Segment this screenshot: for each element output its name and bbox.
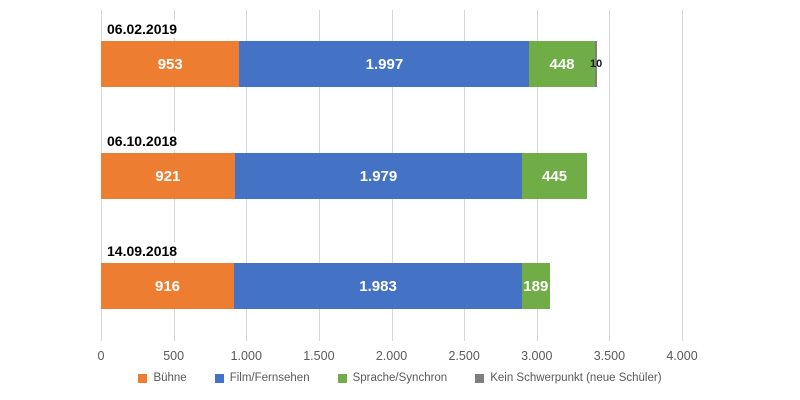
legend-item: Kein Schwerpunkt (neue Schüler) <box>475 372 662 384</box>
legend-item: Bühne <box>138 372 187 384</box>
legend-label: Film/Fernsehen <box>229 372 310 384</box>
bar-segment-bühne: 916 <box>101 263 235 309</box>
legend-marker-icon <box>138 373 148 383</box>
x-axis-tick-label: 2.000 <box>375 349 408 363</box>
bar-segment-bühne: 921 <box>101 153 235 199</box>
x-axis-tick-label: 2.500 <box>448 349 480 363</box>
legend-label: Bühne <box>153 372 187 384</box>
x-axis-tick-label: 500 <box>163 349 185 363</box>
category-label: 14.09.2018 <box>104 242 181 260</box>
value-label: 1.983 <box>359 277 397 295</box>
value-label: 1.997 <box>365 55 404 73</box>
value-label: 1.979 <box>359 167 398 185</box>
bar-segment-film-fernsehen: 1.979 <box>234 153 523 199</box>
bar-segment-kein-schwerpunkt-neue-schüler- <box>594 41 598 87</box>
value-label: 916 <box>155 277 181 295</box>
value-label: 10 <box>590 58 603 70</box>
x-axis-tick-label: 0 <box>97 349 105 363</box>
x-axis-tick-label: 1.500 <box>303 349 335 363</box>
x-axis-tick-label: 4.000 <box>666 349 698 363</box>
value-label: 445 <box>542 167 568 185</box>
legend-marker-icon <box>214 373 224 383</box>
legend-marker-icon <box>475 373 485 383</box>
bar-segment-sprache-synchron: 445 <box>522 153 587 199</box>
gridline <box>609 10 611 341</box>
legend: Bühne Film/Fernsehen Sprache/Synchron Kein … <box>0 372 800 384</box>
x-axis-tick-label: 3.500 <box>593 349 626 363</box>
gridline <box>682 10 683 341</box>
bar-segment-film-fernsehen: 1.997 <box>239 41 530 87</box>
legend-item: Sprache/Synchron <box>337 372 448 384</box>
value-label: 953 <box>157 55 183 73</box>
category-label: 06.10.2018 <box>104 132 181 150</box>
bar-segment-sprache-synchron: 189 <box>522 263 550 309</box>
x-axis-tick-label: 3.000 <box>521 349 553 363</box>
x-axis-tick-label: 1.000 <box>230 349 262 363</box>
bar-segment-film-fernsehen: 1.983 <box>234 263 523 309</box>
category-label: 06.02.2019 <box>104 20 181 38</box>
legend-item: Film/Fernsehen <box>214 372 310 384</box>
legend-label: Sprache/Synchron <box>352 372 448 384</box>
bar-segment-sprache-synchron: 448 <box>529 41 595 87</box>
bar-segment-bühne: 953 <box>101 41 240 87</box>
value-label: 189 <box>523 277 549 295</box>
legend-label: Kein Schwerpunkt (neue Schüler) <box>490 372 662 384</box>
value-label: 448 <box>549 55 575 73</box>
legend-marker-icon <box>337 373 347 383</box>
value-label: 921 <box>155 167 181 185</box>
